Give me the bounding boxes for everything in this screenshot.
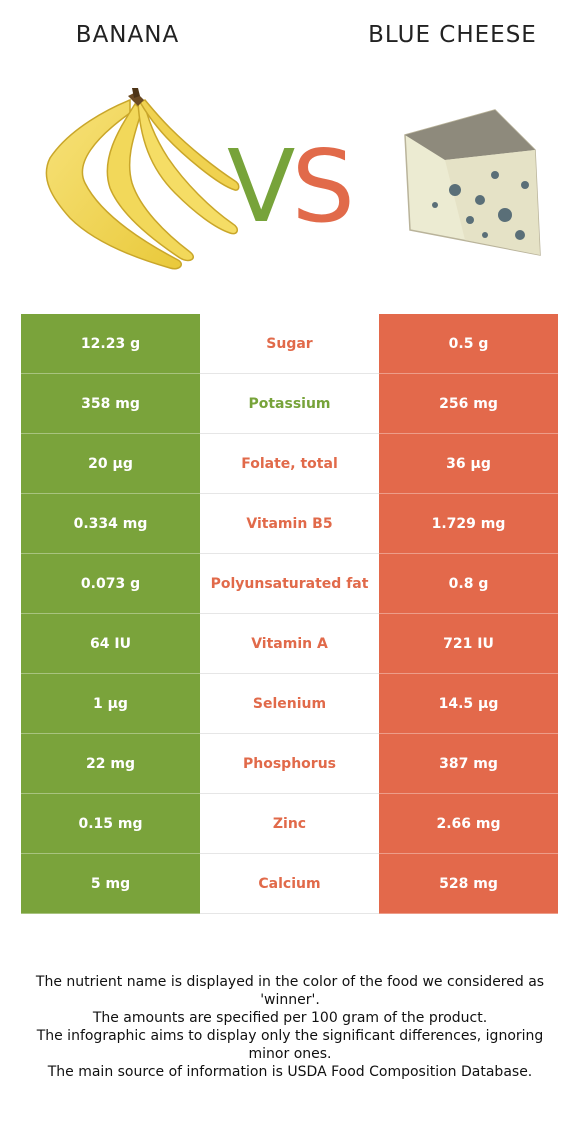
- banana-value: 20 µg: [21, 434, 200, 494]
- comparison-table: 12.23 g Sugar 0.5 g 358 mg Potassium 256 mg 20…: [21, 314, 558, 914]
- nutrient-name: Vitamin A: [200, 614, 379, 674]
- banana-value: 0.15 mg: [21, 794, 200, 854]
- vs-label: VS: [224, 132, 355, 242]
- blue-cheese-value: 528 mg: [379, 854, 558, 914]
- table-row: 22 mg Phosphorus 387 mg: [21, 734, 558, 794]
- blue-cheese-value: 36 µg: [379, 434, 558, 494]
- vs-v: V: [227, 128, 295, 245]
- table-row: 1 µg Selenium 14.5 µg: [21, 674, 558, 734]
- banana-value: 1 µg: [21, 674, 200, 734]
- blue-cheese-value: 2.66 mg: [379, 794, 558, 854]
- blue-cheese-value: 1.729 mg: [379, 494, 558, 554]
- table-row: 12.23 g Sugar 0.5 g: [21, 314, 558, 374]
- footer-line: The infographic aims to display only the…: [36, 1028, 544, 1062]
- nutrient-name: Polyunsaturated fat: [200, 554, 379, 614]
- blue-cheese-value: 0.5 g: [379, 314, 558, 374]
- banana-value: 64 IU: [21, 614, 200, 674]
- nutrient-name: Phosphorus: [200, 734, 379, 794]
- banana-value: 358 mg: [21, 374, 200, 434]
- food-title-blue-cheese: BLUE CHEESE: [368, 22, 537, 48]
- nutrient-name: Folate, total: [200, 434, 379, 494]
- table-row: 0.073 g Polyunsaturated fat 0.8 g: [21, 554, 558, 614]
- nutrient-name: Selenium: [200, 674, 379, 734]
- banana-value: 5 mg: [21, 854, 200, 914]
- blue-cheese-value: 0.8 g: [379, 554, 558, 614]
- banana-value: 12.23 g: [21, 314, 200, 374]
- blue-cheese-value: 387 mg: [379, 734, 558, 794]
- table-row: 358 mg Potassium 256 mg: [21, 374, 558, 434]
- blue-cheese-image: [404, 109, 541, 256]
- table-row: 5 mg Calcium 528 mg: [21, 854, 558, 914]
- blue-cheese-value: 721 IU: [379, 614, 558, 674]
- footer-line: The nutrient name is displayed in the co…: [35, 974, 545, 1008]
- banana-value: 0.073 g: [21, 554, 200, 614]
- nutrient-name: Sugar: [200, 314, 379, 374]
- blue-cheese-value: 14.5 µg: [379, 674, 558, 734]
- nutrient-name: Vitamin B5: [200, 494, 379, 554]
- table-row: 0.334 mg Vitamin B5 1.729 mg: [21, 494, 558, 554]
- table-row: 0.15 mg Zinc 2.66 mg: [21, 794, 558, 854]
- banana-value: 0.334 mg: [21, 494, 200, 554]
- footer-line: The amounts are specified per 100 gram o…: [92, 1010, 488, 1026]
- vs-s: S: [291, 128, 355, 245]
- nutrient-name: Zinc: [200, 794, 379, 854]
- food-title-banana: BANANA: [75, 22, 180, 48]
- banana-image: [45, 88, 240, 270]
- blue-cheese-value: 256 mg: [379, 374, 558, 434]
- nutrient-name: Potassium: [200, 374, 379, 434]
- table-row: 64 IU Vitamin A 721 IU: [21, 614, 558, 674]
- nutrient-name: Calcium: [200, 854, 379, 914]
- banana-value: 22 mg: [21, 734, 200, 794]
- footer-line: The main source of information is USDA F…: [47, 1064, 533, 1080]
- table-row: 20 µg Folate, total 36 µg: [21, 434, 558, 494]
- footer-notes: The nutrient name is displayed in the co…: [20, 973, 560, 1081]
